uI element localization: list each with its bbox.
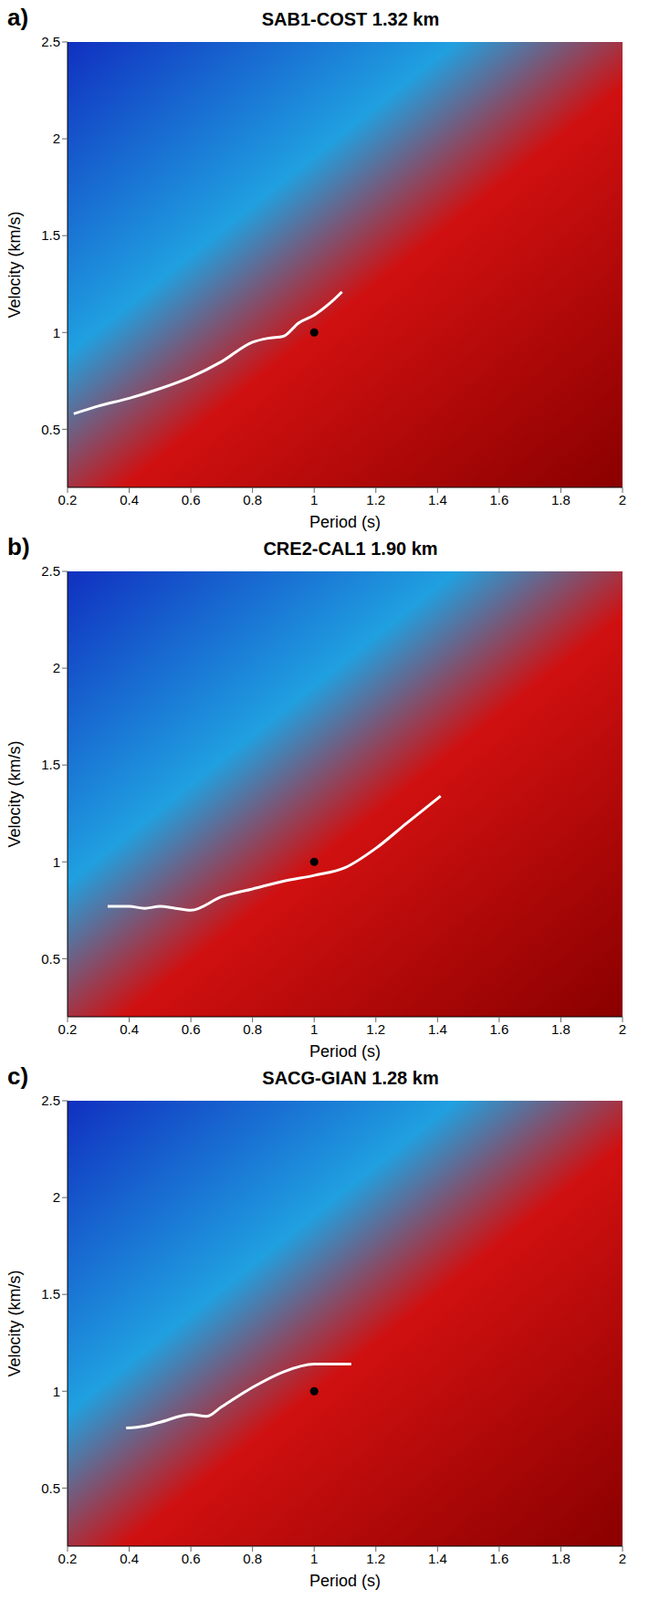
svg-text:2: 2: [52, 130, 61, 147]
svg-text:0.5: 0.5: [41, 951, 61, 967]
svg-text:0.4: 0.4: [119, 1021, 139, 1037]
svg-text:1.6: 1.6: [489, 1021, 509, 1037]
svg-text:1: 1: [310, 1550, 318, 1567]
html-text:c): c): [7, 1062, 29, 1090]
svg-text:0.2: 0.2: [58, 1550, 78, 1567]
svg-text:2: 2: [618, 1550, 627, 1567]
svg-text:Velocity (km/s): Velocity (km/s): [5, 210, 24, 318]
svg-text:0.4: 0.4: [119, 491, 139, 508]
svg-text:0.4: 0.4: [119, 1550, 139, 1567]
svg-text:1: 1: [52, 854, 61, 870]
svg-text:1.6: 1.6: [489, 491, 509, 508]
svg-text:2: 2: [52, 1189, 61, 1205]
svg-text:1: 1: [52, 324, 61, 341]
svg-text:Velocity (km/s): Velocity (km/s): [5, 1269, 24, 1377]
svg-text:2: 2: [52, 659, 61, 676]
svg-text:2.5: 2.5: [41, 564, 61, 579]
svg-text:1.8: 1.8: [551, 1550, 571, 1567]
svg-text:Period (s): Period (s): [309, 1042, 381, 1061]
svg-text:2.5: 2.5: [41, 1093, 61, 1109]
svg-text:1.5: 1.5: [41, 1286, 61, 1302]
svg-text:Velocity (km/s): Velocity (km/s): [5, 740, 24, 848]
svg-text:1.8: 1.8: [551, 491, 571, 508]
svg-text:Period (s): Period (s): [309, 512, 381, 532]
svg-text:1: 1: [310, 1021, 318, 1037]
svg-text:0.6: 0.6: [181, 1021, 201, 1037]
svg-text:1.4: 1.4: [428, 1021, 448, 1037]
svg-text:0.5: 0.5: [41, 421, 61, 438]
svg-text:1: 1: [310, 491, 318, 508]
svg-text:1.4: 1.4: [428, 491, 448, 508]
html-text:CRE2-CAL1 1.90 km: CRE2-CAL1 1.90 km: [263, 538, 438, 559]
svg-text:2: 2: [618, 491, 627, 508]
svg-text:1.6: 1.6: [489, 1550, 509, 1567]
svg-text:1.8: 1.8: [551, 1021, 571, 1037]
svg-text:1.5: 1.5: [41, 756, 61, 773]
html-text:b): b): [7, 533, 30, 561]
svg-text:0.5: 0.5: [41, 1480, 61, 1497]
svg-text:0.8: 0.8: [242, 1550, 262, 1567]
svg-text:0.6: 0.6: [181, 491, 201, 508]
html-text:a): a): [7, 3, 29, 32]
svg-text:0.2: 0.2: [58, 1021, 78, 1037]
svg-text:Period (s): Period (s): [309, 1571, 381, 1591]
svg-text:1.2: 1.2: [366, 491, 386, 508]
html-text:SAB1-COST 1.32 km: SAB1-COST 1.32 km: [261, 9, 440, 30]
svg-text:1.5: 1.5: [41, 227, 61, 243]
svg-text:0.2: 0.2: [58, 491, 78, 508]
svg-text:1.4: 1.4: [428, 1550, 448, 1567]
svg-text:1.2: 1.2: [366, 1550, 386, 1567]
svg-text:1: 1: [52, 1383, 61, 1400]
svg-text:1.2: 1.2: [366, 1021, 386, 1037]
svg-text:0.8: 0.8: [242, 491, 262, 508]
svg-text:2.5: 2.5: [41, 34, 61, 50]
html-text:SACG-GIAN 1.28 km: SACG-GIAN 1.28 km: [262, 1067, 439, 1089]
svg-text:0.6: 0.6: [181, 1550, 201, 1567]
svg-text:2: 2: [618, 1021, 627, 1037]
svg-text:0.8: 0.8: [242, 1021, 262, 1037]
